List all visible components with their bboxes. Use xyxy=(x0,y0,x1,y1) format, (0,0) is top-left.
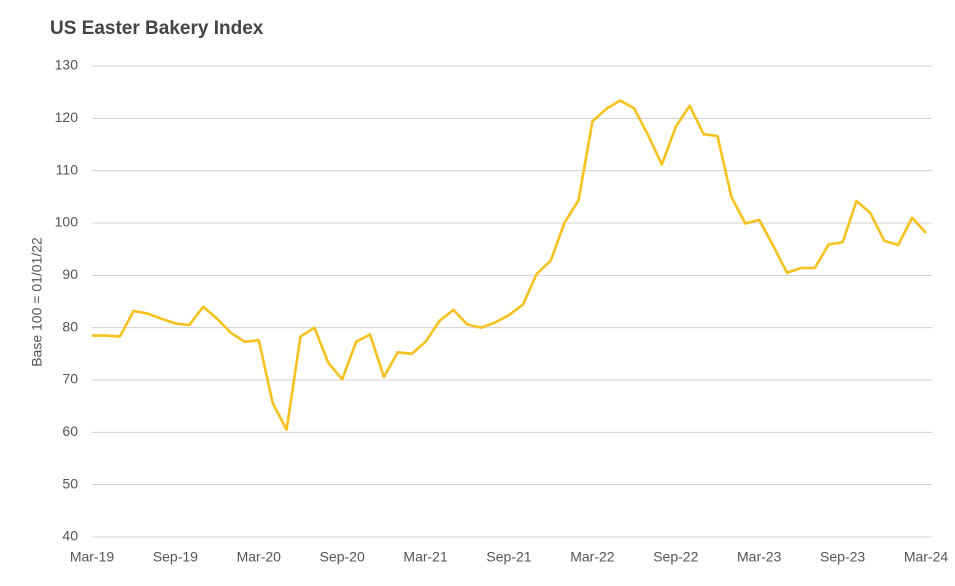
y-tick-label: 100 xyxy=(55,214,79,230)
chart-title: US Easter Bakery Index xyxy=(50,18,264,39)
y-tick-label: 80 xyxy=(62,318,78,334)
x-tick-label: Mar-23 xyxy=(737,549,782,565)
y-tick-label: 90 xyxy=(62,266,78,282)
y-tick-label: 120 xyxy=(55,109,79,125)
x-tick-label: Mar-22 xyxy=(570,549,615,565)
x-tick-label: Sep-20 xyxy=(320,549,365,565)
x-tick-label: Mar-21 xyxy=(403,549,448,565)
x-tick-label: Sep-22 xyxy=(653,549,698,565)
y-tick-label: 50 xyxy=(62,475,78,491)
y-tick-label: 40 xyxy=(62,528,78,544)
y-tick-label: 130 xyxy=(55,57,79,73)
x-tick-label: Sep-21 xyxy=(486,549,531,565)
y-axis-label: Base 100 = 01/01/22 xyxy=(29,237,45,367)
x-tick-label: Sep-23 xyxy=(820,549,865,565)
y-tick-label: 110 xyxy=(56,161,79,177)
y-tick-label: 70 xyxy=(62,371,78,387)
x-tick-label: Mar-19 xyxy=(70,549,115,565)
x-tick-label: Mar-20 xyxy=(237,549,282,565)
x-tick-label: Sep-19 xyxy=(153,549,198,565)
y-tick-label: 60 xyxy=(62,423,78,439)
data-line xyxy=(92,99,927,432)
x-tick-label: Mar-24 xyxy=(904,549,949,565)
